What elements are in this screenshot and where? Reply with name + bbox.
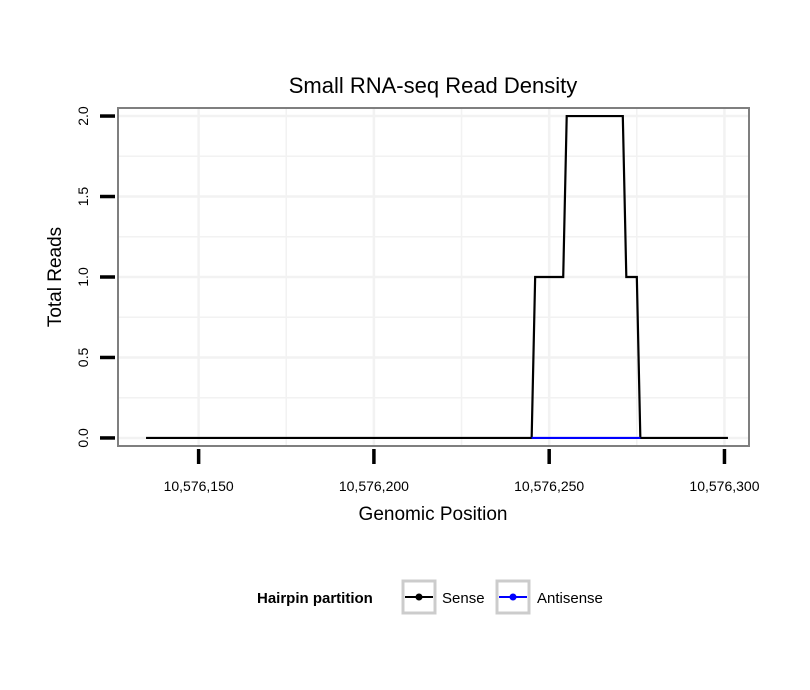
chart-title: Small RNA-seq Read Density [289, 73, 578, 98]
legend-title: Hairpin partition [257, 590, 373, 607]
legend-key-sense-dot [415, 593, 423, 601]
x-tick-label: 10,576,300 [689, 478, 759, 494]
legend-key-antisense-dot [509, 593, 517, 601]
x-tick-label: 10,576,150 [164, 478, 234, 494]
x-tick-label: 10,576,250 [514, 478, 584, 494]
x-axis-label: Genomic Position [359, 504, 508, 525]
x-tick-label: 10,576,200 [339, 478, 409, 494]
legend: Hairpin partition Sense Antisense [257, 579, 603, 615]
legend-label-sense: Sense [442, 590, 485, 607]
axes: 10,576,150 10,576,200 10,576,250 10,576,300… [75, 106, 760, 494]
y-tick-label: 1.0 [75, 267, 91, 287]
legend-label-antisense: Antisense [537, 590, 603, 607]
grid-lines [119, 109, 748, 445]
y-axis-label: Total Reads [45, 227, 66, 327]
y-tick-label: 0.0 [75, 428, 91, 448]
y-tick-label: 2.0 [75, 106, 91, 126]
data-series [146, 114, 728, 440]
y-tick-label: 0.5 [75, 348, 91, 368]
series-line-sense [146, 114, 728, 440]
y-tick-label: 1.5 [75, 187, 91, 207]
